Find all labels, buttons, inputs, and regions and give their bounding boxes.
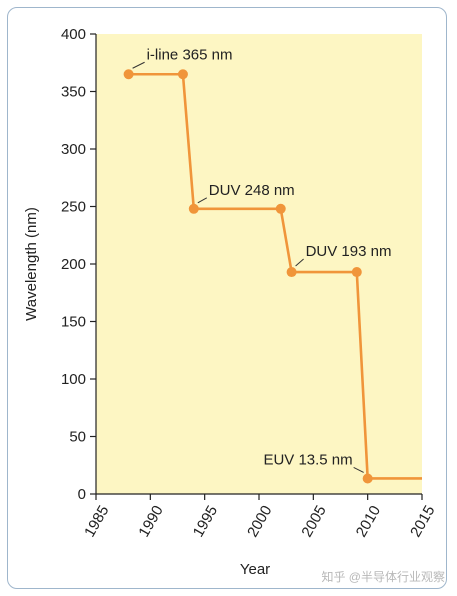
x-axis-title: Year xyxy=(240,561,270,578)
x-tick-label: 1990 xyxy=(135,503,166,540)
y-tick-label: 50 xyxy=(69,429,86,446)
data-point xyxy=(188,203,199,214)
data-point xyxy=(123,69,134,80)
y-tick-label: 350 xyxy=(61,84,86,101)
x-tick-label: 2010 xyxy=(353,503,384,540)
y-tick-label: 300 xyxy=(61,141,86,158)
y-axis-title: Wavelength (nm) xyxy=(23,207,40,321)
x-tick-label: 1995 xyxy=(190,503,221,540)
annotation-pointer xyxy=(197,197,208,204)
annotation-label: DUV 248 nm xyxy=(209,182,295,199)
y-tick-label: 200 xyxy=(61,256,86,273)
y-tick-label: 100 xyxy=(61,371,86,388)
x-tick-label: 1985 xyxy=(81,503,112,540)
annotation-pointer xyxy=(353,467,364,473)
annotation-label: i-line 365 nm xyxy=(147,46,233,63)
x-tick-label: 2000 xyxy=(244,503,275,540)
data-point xyxy=(362,473,373,484)
y-tick-label: 250 xyxy=(61,199,86,216)
annotation-label: DUV 193 nm xyxy=(306,243,392,260)
data-point xyxy=(351,267,362,278)
annotation-label: EUV 13.5 nm xyxy=(263,451,352,468)
y-tick-label: 400 xyxy=(61,26,86,43)
data-point xyxy=(275,203,286,214)
wavelength-line xyxy=(128,72,422,480)
y-tick-label: 150 xyxy=(61,314,86,331)
x-tick-label: 2015 xyxy=(407,503,438,540)
annotation-pointer xyxy=(132,61,145,69)
data-point xyxy=(177,69,188,80)
plot-area xyxy=(96,34,422,494)
annotation-pointer xyxy=(295,258,304,267)
y-tick-label: 0 xyxy=(78,486,86,503)
data-point xyxy=(286,267,297,278)
watermark: 知乎 @半导体行业观察 xyxy=(321,570,445,584)
x-tick-label: 2005 xyxy=(298,503,329,540)
